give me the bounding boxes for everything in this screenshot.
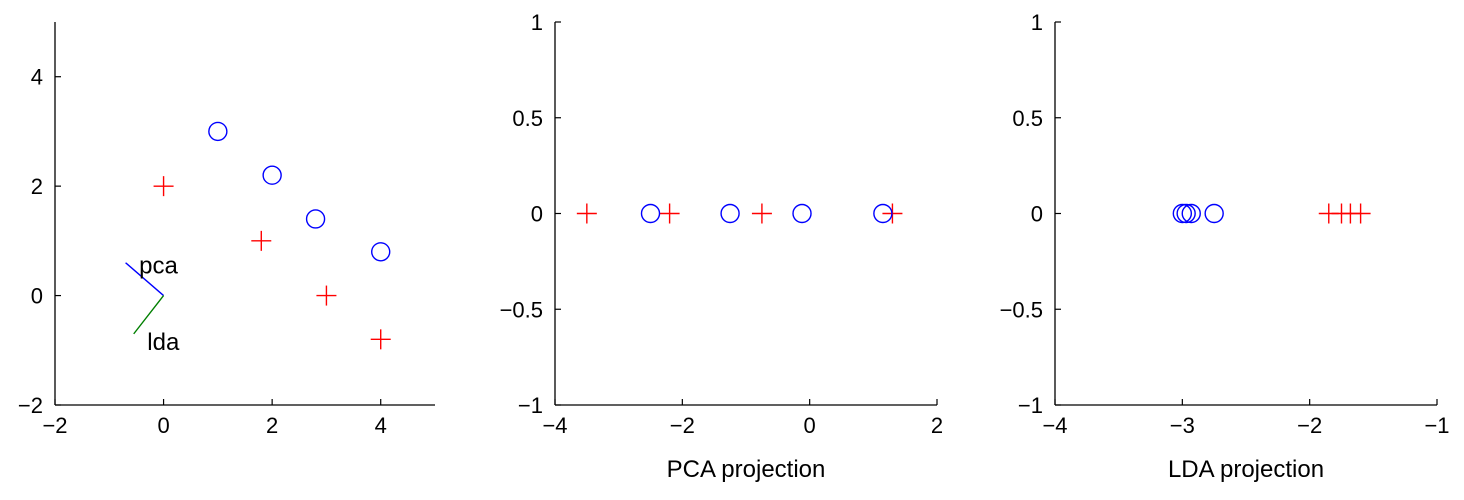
y-tick-label: 0 xyxy=(1031,202,1043,227)
circle-point xyxy=(1176,203,1196,224)
plus-point xyxy=(576,203,597,224)
x-tick-label: 2 xyxy=(931,413,943,438)
y-tick-label: 2 xyxy=(31,174,43,199)
y-tick-label: −0.5 xyxy=(500,297,543,322)
x-tick-label: −3 xyxy=(1170,413,1195,438)
circle-point xyxy=(262,165,282,185)
circle-point xyxy=(305,209,326,229)
y-tick-label: 1 xyxy=(531,10,543,35)
plus-point xyxy=(316,285,337,306)
x-tick-label: 0 xyxy=(804,413,816,438)
plus-point xyxy=(153,176,174,197)
x-tick-label: −2 xyxy=(42,413,67,438)
x-tick-label: −1 xyxy=(1424,413,1449,438)
lda-direction-line xyxy=(133,295,165,335)
y-tick-label: 4 xyxy=(31,65,43,90)
y-tick-label: 0.5 xyxy=(512,106,543,131)
x-tick-label: 0 xyxy=(157,413,169,438)
y-tick-label: −1 xyxy=(1018,393,1043,418)
x-tick-label: −2 xyxy=(1297,413,1322,438)
y-tick-label: 0 xyxy=(531,202,543,227)
x-axis-label: PCA projection xyxy=(667,456,826,483)
circle-point xyxy=(1204,203,1224,224)
scatter-panel-lda-projection: −4 −3 −2 −1 −1 −0.5 0 0.5 1 LDA projection xyxy=(1000,10,1450,483)
circle-point xyxy=(873,203,893,224)
plus-point xyxy=(659,203,680,224)
pca-direction-line xyxy=(125,262,165,297)
scatter-panel-raw-data: −2 0 2 4 −2 0 2 4 pca lda xyxy=(18,22,435,438)
x-tick-label: −2 xyxy=(670,413,695,438)
pca-annotation: pca xyxy=(139,252,178,279)
y-tick-label: 0.5 xyxy=(1012,106,1043,131)
y-tick-label: −2 xyxy=(18,393,43,418)
y-tick-label: 1 xyxy=(1031,10,1043,35)
x-tick-label: 2 xyxy=(266,413,278,438)
circle-point xyxy=(720,203,740,224)
circle-point xyxy=(208,121,228,142)
plus-point xyxy=(1350,203,1371,224)
lda-annotation: lda xyxy=(147,329,180,356)
scatter-panel-pca-projection: −4 −2 0 2 −1 −0.5 0 0.5 1 PCA projection xyxy=(500,10,944,483)
circle-point xyxy=(792,203,812,224)
y-tick-label: −1 xyxy=(518,393,543,418)
plus-point xyxy=(251,230,272,251)
circle-point xyxy=(640,203,661,224)
x-tick-label: −4 xyxy=(542,413,567,438)
plus-point xyxy=(751,203,772,224)
x-tick-label: 4 xyxy=(375,413,387,438)
x-tick-label: −4 xyxy=(1042,413,1067,438)
circle-point xyxy=(371,242,391,262)
circle-point xyxy=(1172,203,1193,224)
x-axis-label: LDA projection xyxy=(1168,456,1324,483)
circle-point xyxy=(1181,203,1201,224)
y-tick-label: 0 xyxy=(31,284,43,309)
plus-point xyxy=(370,329,391,350)
y-tick-label: −0.5 xyxy=(1000,297,1043,322)
